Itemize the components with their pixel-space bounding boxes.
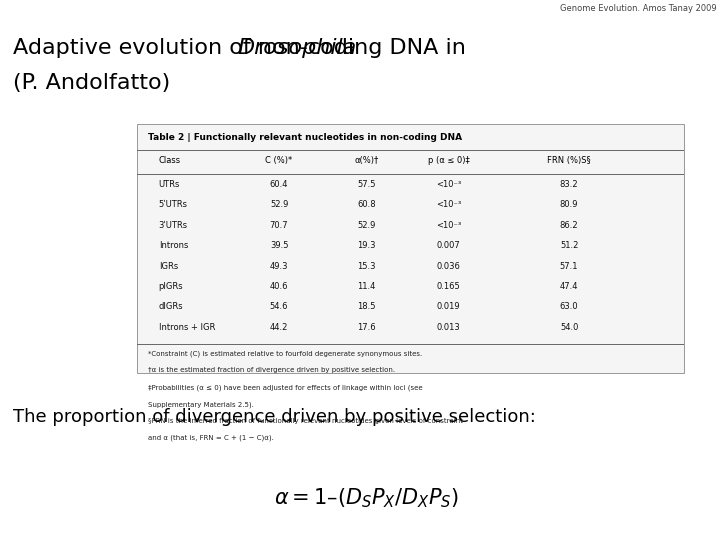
Text: <10⁻³: <10⁻³ bbox=[436, 180, 462, 189]
Text: FRN (%)S§: FRN (%)S§ bbox=[547, 157, 591, 165]
Text: 49.3: 49.3 bbox=[270, 261, 288, 271]
Text: ‡Probabilities (α ≤ 0) have been adjusted for effects of linkage within loci (se: ‡Probabilities (α ≤ 0) have been adjuste… bbox=[148, 384, 423, 391]
Text: 3ʹUTRs: 3ʹUTRs bbox=[158, 221, 188, 230]
Text: 70.7: 70.7 bbox=[270, 221, 289, 230]
Text: 83.2: 83.2 bbox=[559, 180, 578, 189]
Text: 0.165: 0.165 bbox=[437, 282, 461, 291]
Text: IGRs: IGRs bbox=[158, 261, 178, 271]
Text: 60.4: 60.4 bbox=[270, 180, 288, 189]
Text: 63.0: 63.0 bbox=[559, 302, 578, 311]
Text: Introns + IGR: Introns + IGR bbox=[158, 323, 215, 332]
Text: 0.007: 0.007 bbox=[437, 241, 461, 250]
Text: 60.8: 60.8 bbox=[357, 200, 376, 210]
Text: 80.9: 80.9 bbox=[560, 200, 578, 210]
Text: Genome Evolution. Amos Tanay 2009: Genome Evolution. Amos Tanay 2009 bbox=[559, 4, 716, 13]
Text: C (%)*: C (%)* bbox=[266, 157, 293, 165]
Text: Table 2 | Functionally relevant nucleotides in non-coding DNA: Table 2 | Functionally relevant nucleoti… bbox=[148, 133, 462, 142]
FancyBboxPatch shape bbox=[137, 124, 684, 373]
Text: Class: Class bbox=[158, 157, 181, 165]
Text: 57.5: 57.5 bbox=[357, 180, 376, 189]
Text: dIGRs: dIGRs bbox=[158, 302, 184, 311]
Text: $\mathit{\alpha}$$\mathit{ = 1}$–$\mathit{(D_SP_X/D_XP_S)}$: $\mathit{\alpha}$$\mathit{ = 1}$–$\mathi… bbox=[274, 486, 459, 510]
Text: 17.6: 17.6 bbox=[357, 323, 376, 332]
Text: 5ʹUTRs: 5ʹUTRs bbox=[158, 200, 188, 210]
Text: The proportion of divergence driven by positive selection:: The proportion of divergence driven by p… bbox=[13, 408, 536, 426]
Text: 39.5: 39.5 bbox=[270, 241, 288, 250]
Text: UTRs: UTRs bbox=[158, 180, 180, 189]
Text: †α is the estimated fraction of divergence driven by positive selection.: †α is the estimated fraction of divergen… bbox=[148, 367, 395, 373]
Text: 0.036: 0.036 bbox=[437, 261, 461, 271]
Text: pIGRs: pIGRs bbox=[158, 282, 184, 291]
Text: (P. Andolfatto): (P. Andolfatto) bbox=[13, 73, 170, 93]
Text: 15.3: 15.3 bbox=[357, 261, 376, 271]
Text: Supplementary Materials 2.5).: Supplementary Materials 2.5). bbox=[148, 401, 253, 408]
Text: Adaptive evolution of non-coding DNA in: Adaptive evolution of non-coding DNA in bbox=[13, 38, 473, 58]
Text: 19.3: 19.3 bbox=[357, 241, 376, 250]
Text: 40.6: 40.6 bbox=[270, 282, 288, 291]
Text: <10⁻³: <10⁻³ bbox=[436, 200, 462, 210]
Text: <10⁻³: <10⁻³ bbox=[436, 221, 462, 230]
Text: 52.9: 52.9 bbox=[270, 200, 288, 210]
Text: 86.2: 86.2 bbox=[559, 221, 578, 230]
Text: Drosophila: Drosophila bbox=[238, 38, 357, 58]
Text: 57.1: 57.1 bbox=[560, 261, 578, 271]
Text: 44.2: 44.2 bbox=[270, 323, 288, 332]
Text: §FRN is the inferred fraction of functionally relevant nucleotides given levels : §FRN is the inferred fraction of functio… bbox=[148, 418, 463, 424]
Text: 54.0: 54.0 bbox=[560, 323, 578, 332]
Text: Introns: Introns bbox=[158, 241, 188, 250]
Text: p (α ≤ 0)‡: p (α ≤ 0)‡ bbox=[428, 157, 469, 165]
Text: 54.6: 54.6 bbox=[270, 302, 288, 311]
Text: 0.019: 0.019 bbox=[437, 302, 461, 311]
Text: 11.4: 11.4 bbox=[357, 282, 376, 291]
Text: *Constraint (C) is estimated relative to fourfold degenerate synonymous sites.: *Constraint (C) is estimated relative to… bbox=[148, 350, 422, 357]
Text: 47.4: 47.4 bbox=[560, 282, 578, 291]
Text: 0.013: 0.013 bbox=[437, 323, 461, 332]
Text: 18.5: 18.5 bbox=[357, 302, 376, 311]
Text: 52.9: 52.9 bbox=[357, 221, 376, 230]
Text: α(%)†: α(%)† bbox=[354, 157, 379, 165]
Text: and α (that is, FRN = C + (1 − C)α).: and α (that is, FRN = C + (1 − C)α). bbox=[148, 435, 274, 441]
Text: 51.2: 51.2 bbox=[560, 241, 578, 250]
